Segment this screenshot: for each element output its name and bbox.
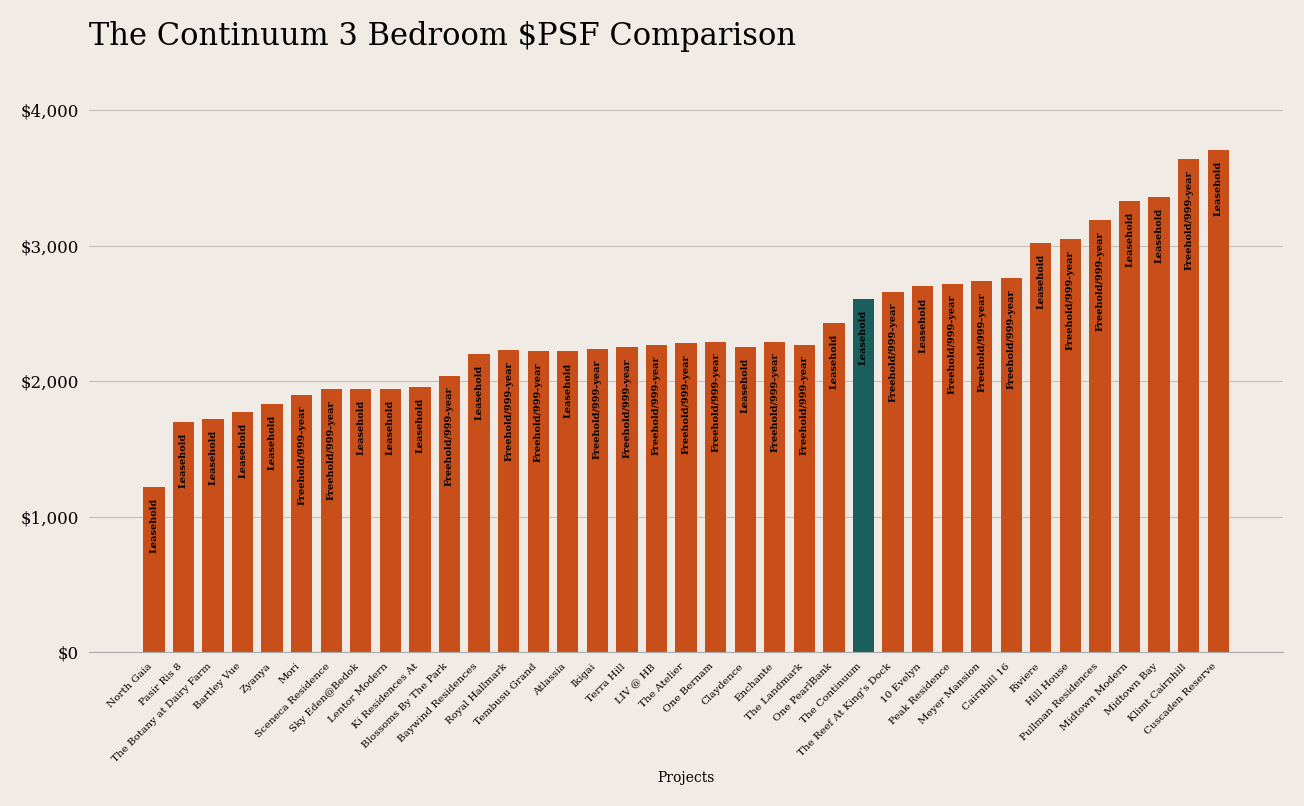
Bar xyxy=(764,342,785,652)
Text: Freehold/999-year: Freehold/999-year xyxy=(297,405,306,505)
Text: Freehold/999-year: Freehold/999-year xyxy=(445,387,454,486)
Bar xyxy=(617,347,638,652)
Text: Freehold/999-year: Freehold/999-year xyxy=(1095,231,1104,330)
Bar xyxy=(794,345,815,652)
Bar xyxy=(941,284,962,652)
Bar xyxy=(823,323,845,652)
Text: Leasehold: Leasehold xyxy=(267,415,276,471)
Bar xyxy=(645,345,668,652)
Text: Freehold/999-year: Freehold/999-year xyxy=(1007,289,1016,388)
Text: Leasehold: Leasehold xyxy=(386,401,395,455)
Bar xyxy=(853,299,874,652)
Text: Freehold/999-year: Freehold/999-year xyxy=(977,292,986,392)
Bar xyxy=(911,286,934,652)
Text: Freehold/999-year: Freehold/999-year xyxy=(533,363,542,462)
Text: Freehold/999-year: Freehold/999-year xyxy=(327,401,335,500)
Bar xyxy=(734,347,756,652)
Bar xyxy=(409,387,430,652)
Text: Freehold/999-year: Freehold/999-year xyxy=(682,354,691,454)
Bar xyxy=(675,343,696,652)
Bar xyxy=(439,376,460,652)
Text: Leasehold: Leasehold xyxy=(918,297,927,352)
Bar xyxy=(971,281,992,652)
Text: Freehold/999-year: Freehold/999-year xyxy=(888,303,897,402)
Bar xyxy=(528,351,549,652)
Text: Leasehold: Leasehold xyxy=(1125,212,1134,268)
Bar xyxy=(1208,150,1228,652)
Bar xyxy=(202,419,223,652)
Bar xyxy=(1149,197,1170,652)
Text: Leasehold: Leasehold xyxy=(563,363,572,418)
Text: Freehold/999-year: Freehold/999-year xyxy=(622,358,631,458)
Text: Freehold/999-year: Freehold/999-year xyxy=(799,355,808,455)
Text: Freehold/999-year: Freehold/999-year xyxy=(505,361,514,460)
X-axis label: Projects: Projects xyxy=(657,771,715,785)
Bar xyxy=(321,389,342,652)
Text: Leasehold: Leasehold xyxy=(150,497,158,553)
Text: Freehold/999-year: Freehold/999-year xyxy=(652,355,661,455)
Bar xyxy=(883,292,904,652)
Bar xyxy=(379,389,402,652)
Text: Leasehold: Leasehold xyxy=(239,423,246,479)
Bar xyxy=(498,350,519,652)
Bar xyxy=(705,342,726,652)
Bar xyxy=(557,351,579,652)
Bar xyxy=(232,413,253,652)
Text: Freehold/999-year: Freehold/999-year xyxy=(948,295,957,394)
Text: Freehold/999-year: Freehold/999-year xyxy=(593,359,602,459)
Text: Leasehold: Leasehold xyxy=(859,310,868,365)
Text: Leasehold: Leasehold xyxy=(1214,160,1223,216)
Bar xyxy=(291,395,313,652)
Bar xyxy=(1060,239,1081,652)
Bar xyxy=(351,389,372,652)
Text: Leasehold: Leasehold xyxy=(356,401,365,455)
Bar xyxy=(262,405,283,652)
Text: Freehold/999-year: Freehold/999-year xyxy=(771,353,780,452)
Text: Freehold/999-year: Freehold/999-year xyxy=(1065,250,1074,350)
Text: Leasehold: Leasehold xyxy=(829,334,838,389)
Text: The Continuum 3 Bedroom $PSF Comparison: The Continuum 3 Bedroom $PSF Comparison xyxy=(89,21,795,52)
Bar xyxy=(1119,202,1140,652)
Bar xyxy=(1000,278,1022,652)
Text: Leasehold: Leasehold xyxy=(416,397,425,453)
Text: Leasehold: Leasehold xyxy=(475,365,484,420)
Bar xyxy=(468,354,490,652)
Bar xyxy=(173,422,194,652)
Text: Freehold/999-year: Freehold/999-year xyxy=(711,353,720,452)
Text: Leasehold: Leasehold xyxy=(1154,208,1163,264)
Bar xyxy=(587,349,608,652)
Bar xyxy=(1030,243,1051,652)
Text: Leasehold: Leasehold xyxy=(1037,254,1046,310)
Text: Leasehold: Leasehold xyxy=(209,430,218,485)
Bar xyxy=(143,487,164,652)
Text: Leasehold: Leasehold xyxy=(741,358,750,413)
Text: Freehold/999-year: Freehold/999-year xyxy=(1184,170,1193,270)
Bar xyxy=(1089,220,1111,652)
Bar xyxy=(1178,160,1200,652)
Text: Leasehold: Leasehold xyxy=(179,433,188,488)
